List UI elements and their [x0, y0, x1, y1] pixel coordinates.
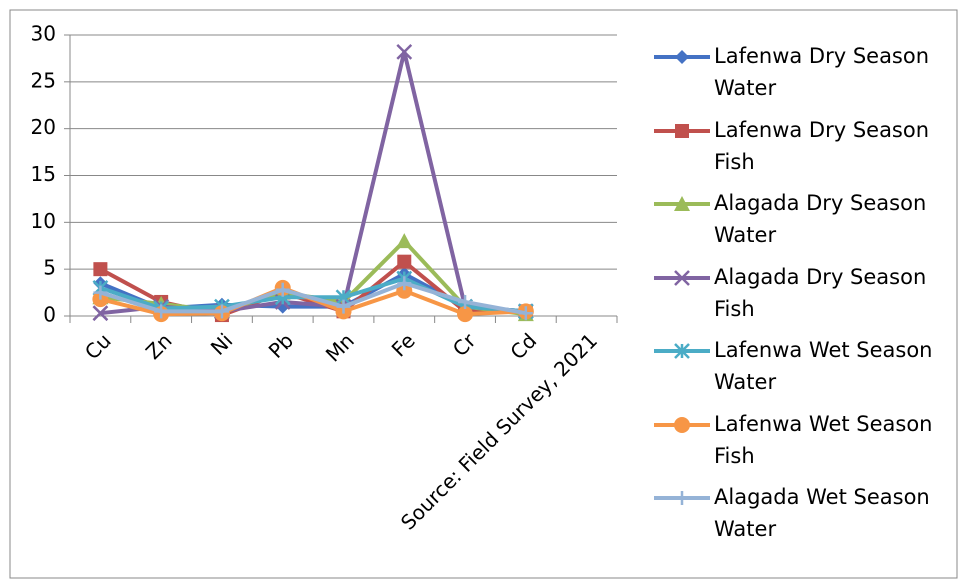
- legend-swatch: [654, 343, 710, 359]
- legend-swatch: [654, 196, 710, 211]
- point: [336, 299, 351, 314]
- point: [396, 43, 413, 60]
- legend-item: Alagada Wet Season Water: [650, 481, 944, 555]
- line: [99, 281, 527, 316]
- legend-item: Lafenwa Dry Season Water: [650, 40, 944, 114]
- series: [93, 276, 533, 321]
- y-tick-label: 0: [43, 303, 56, 327]
- legend-label: Lafenwa Wet Season Water: [714, 338, 933, 394]
- y-tick-label: 30: [31, 22, 56, 46]
- legend-item: Lafenwa Wet Season Fish: [650, 408, 944, 482]
- point: [396, 233, 413, 249]
- legend-marker: [675, 123, 689, 138]
- x-tick-label: Fe: [387, 328, 420, 361]
- point: [457, 306, 474, 323]
- legend-swatch: [654, 491, 710, 505]
- legend-swatch: [654, 50, 710, 64]
- legend-label: Alagada Dry Season Fish: [714, 264, 927, 321]
- x-tick-label: Mn: [321, 328, 359, 366]
- point: [93, 262, 108, 277]
- legend-swatch: [654, 123, 710, 138]
- point: [397, 276, 412, 291]
- line: [100, 49, 526, 316]
- legend-marker: [674, 196, 690, 211]
- x-tick-label: Zn: [141, 328, 177, 364]
- point: [458, 294, 473, 309]
- point: [397, 254, 412, 269]
- legend-marker: [675, 50, 689, 64]
- legend-label: Alagada Dry Season Water: [714, 191, 927, 247]
- x-tick-label: Cd: [505, 328, 541, 364]
- point: [275, 282, 290, 297]
- x-tick-label: Pb: [264, 328, 298, 362]
- legend: Lafenwa Dry Season Water Lafenwa Dry Seas…: [650, 40, 944, 555]
- legend-label: Lafenwa Dry Season Water: [714, 44, 930, 100]
- legend-item: Alagada Dry Season Fish: [650, 261, 944, 335]
- y-tick-label: 15: [31, 162, 56, 186]
- x-tick-label: Cr: [448, 328, 481, 361]
- y-tick-label: 10: [31, 209, 56, 233]
- legend-item: Alagada Dry Season Water: [650, 187, 944, 261]
- point: [92, 305, 109, 322]
- legend-marker: [675, 491, 689, 505]
- point: [214, 304, 229, 319]
- y-tick-label: 25: [31, 68, 56, 92]
- legend-label: Alagada Wet Season Water: [714, 485, 930, 541]
- x-tick-label: Ni: [206, 328, 237, 359]
- legend-swatch: [654, 269, 710, 286]
- series: [92, 43, 534, 322]
- x-tick-label: Source: Field Survey, 2021: [396, 328, 602, 534]
- frame: [9, 9, 958, 579]
- legend-label: Lafenwa Dry Season Fish: [714, 117, 930, 174]
- legend-marker: [674, 343, 690, 359]
- legend-item: Lafenwa Wet Season Water: [650, 334, 944, 408]
- legend-marker: [674, 416, 690, 433]
- legend-label: Lafenwa Wet Season Fish: [714, 411, 933, 468]
- point: [518, 306, 533, 321]
- legend-item: Lafenwa Dry Season Fish: [650, 114, 944, 188]
- legend-marker: [674, 269, 690, 286]
- point: [93, 285, 108, 300]
- x-tick-label: Cu: [80, 328, 116, 364]
- legend-swatch: [654, 416, 710, 433]
- y-tick-label: 20: [31, 115, 56, 139]
- point: [154, 304, 169, 319]
- y-tick-label: 5: [43, 256, 56, 280]
